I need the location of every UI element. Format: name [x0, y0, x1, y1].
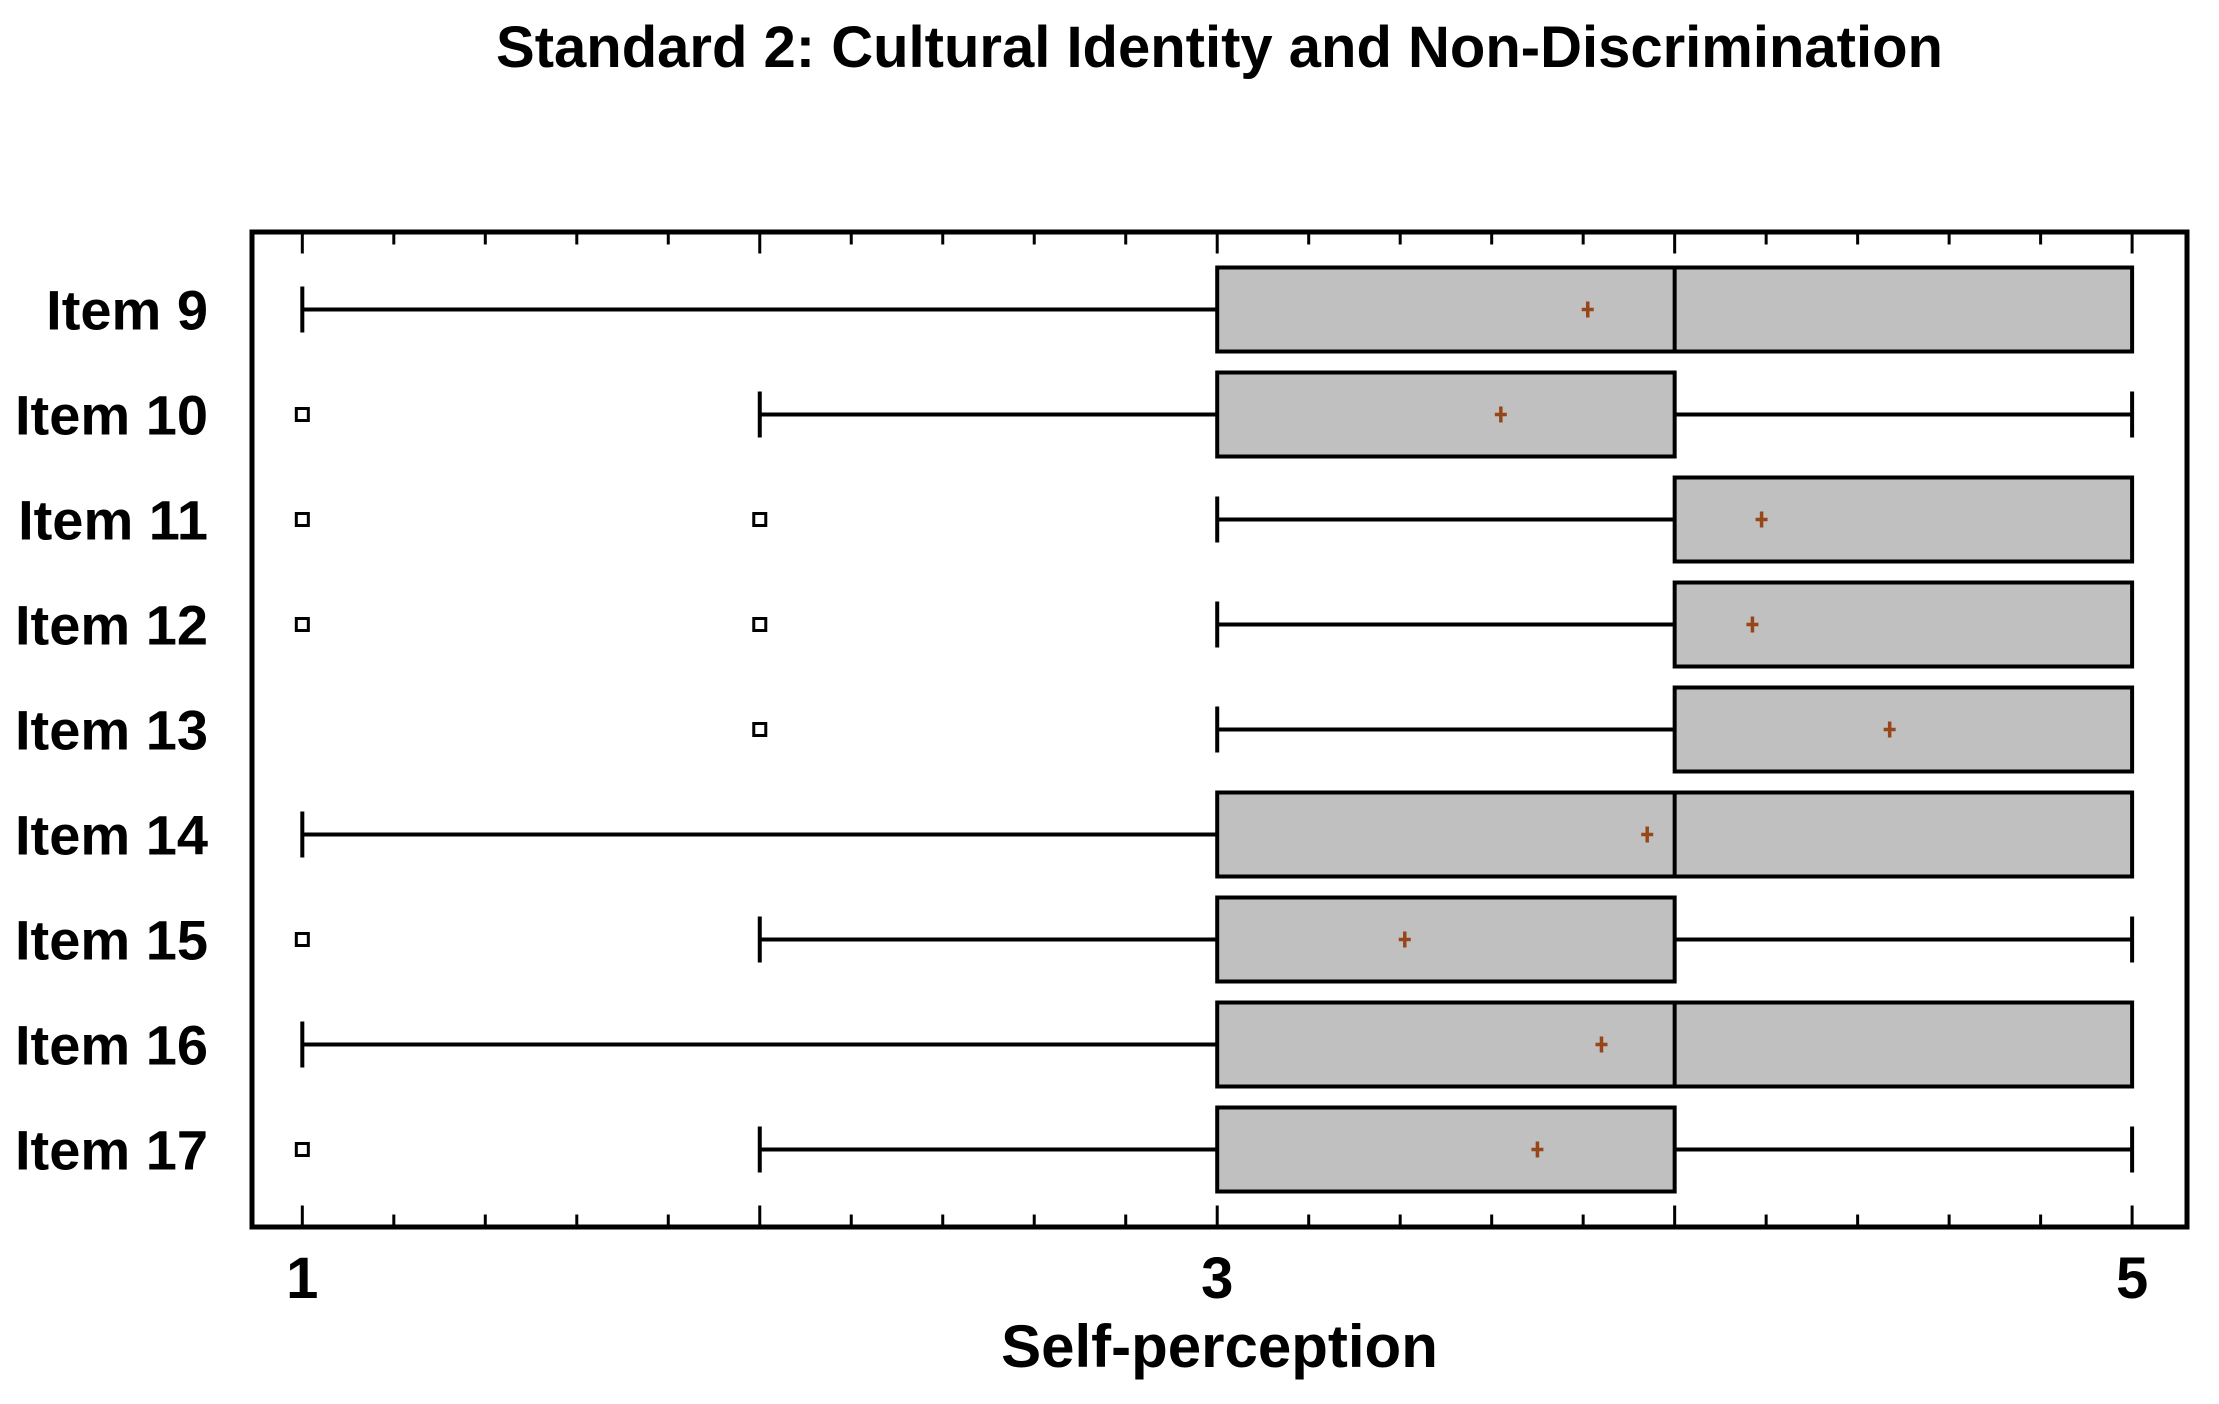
x-tick-label: 3 — [1201, 1246, 1233, 1311]
outlier-marker — [294, 617, 310, 632]
iqr-box — [1672, 580, 2135, 669]
chart-title: Standard 2: Cultural Identity and Non-Di… — [496, 15, 1943, 80]
y-category-label: Item 10 — [15, 384, 208, 447]
outlier-marker — [752, 617, 768, 632]
outlier-marker — [294, 407, 310, 422]
y-category-label: Item 11 — [18, 489, 208, 552]
outlier-marker — [752, 722, 768, 737]
plot-border — [249, 229, 2190, 1230]
outlier-marker — [294, 1142, 310, 1157]
iqr-box — [1672, 685, 2135, 774]
x-tick-label: 1 — [286, 1246, 318, 1311]
outlier-marker — [294, 932, 310, 947]
iqr-box — [1215, 895, 1677, 984]
iqr-box — [1215, 370, 1677, 459]
y-category-label: Item 14 — [15, 804, 208, 867]
y-category-label: Item 16 — [15, 1014, 208, 1077]
iqr-box — [1215, 1105, 1677, 1194]
y-category-label: Item 12 — [15, 594, 208, 657]
y-category-label: Item 13 — [15, 699, 208, 762]
y-category-label: Item 17 — [15, 1119, 208, 1182]
y-category-label: Item 9 — [46, 279, 208, 342]
x-axis-title: Self-perception — [1001, 1313, 1438, 1380]
outlier-marker — [752, 512, 768, 527]
iqr-box — [1672, 475, 2135, 564]
outlier-marker — [294, 512, 310, 527]
y-category-label: Item 15 — [15, 909, 208, 972]
x-tick-label: 5 — [2116, 1246, 2148, 1311]
